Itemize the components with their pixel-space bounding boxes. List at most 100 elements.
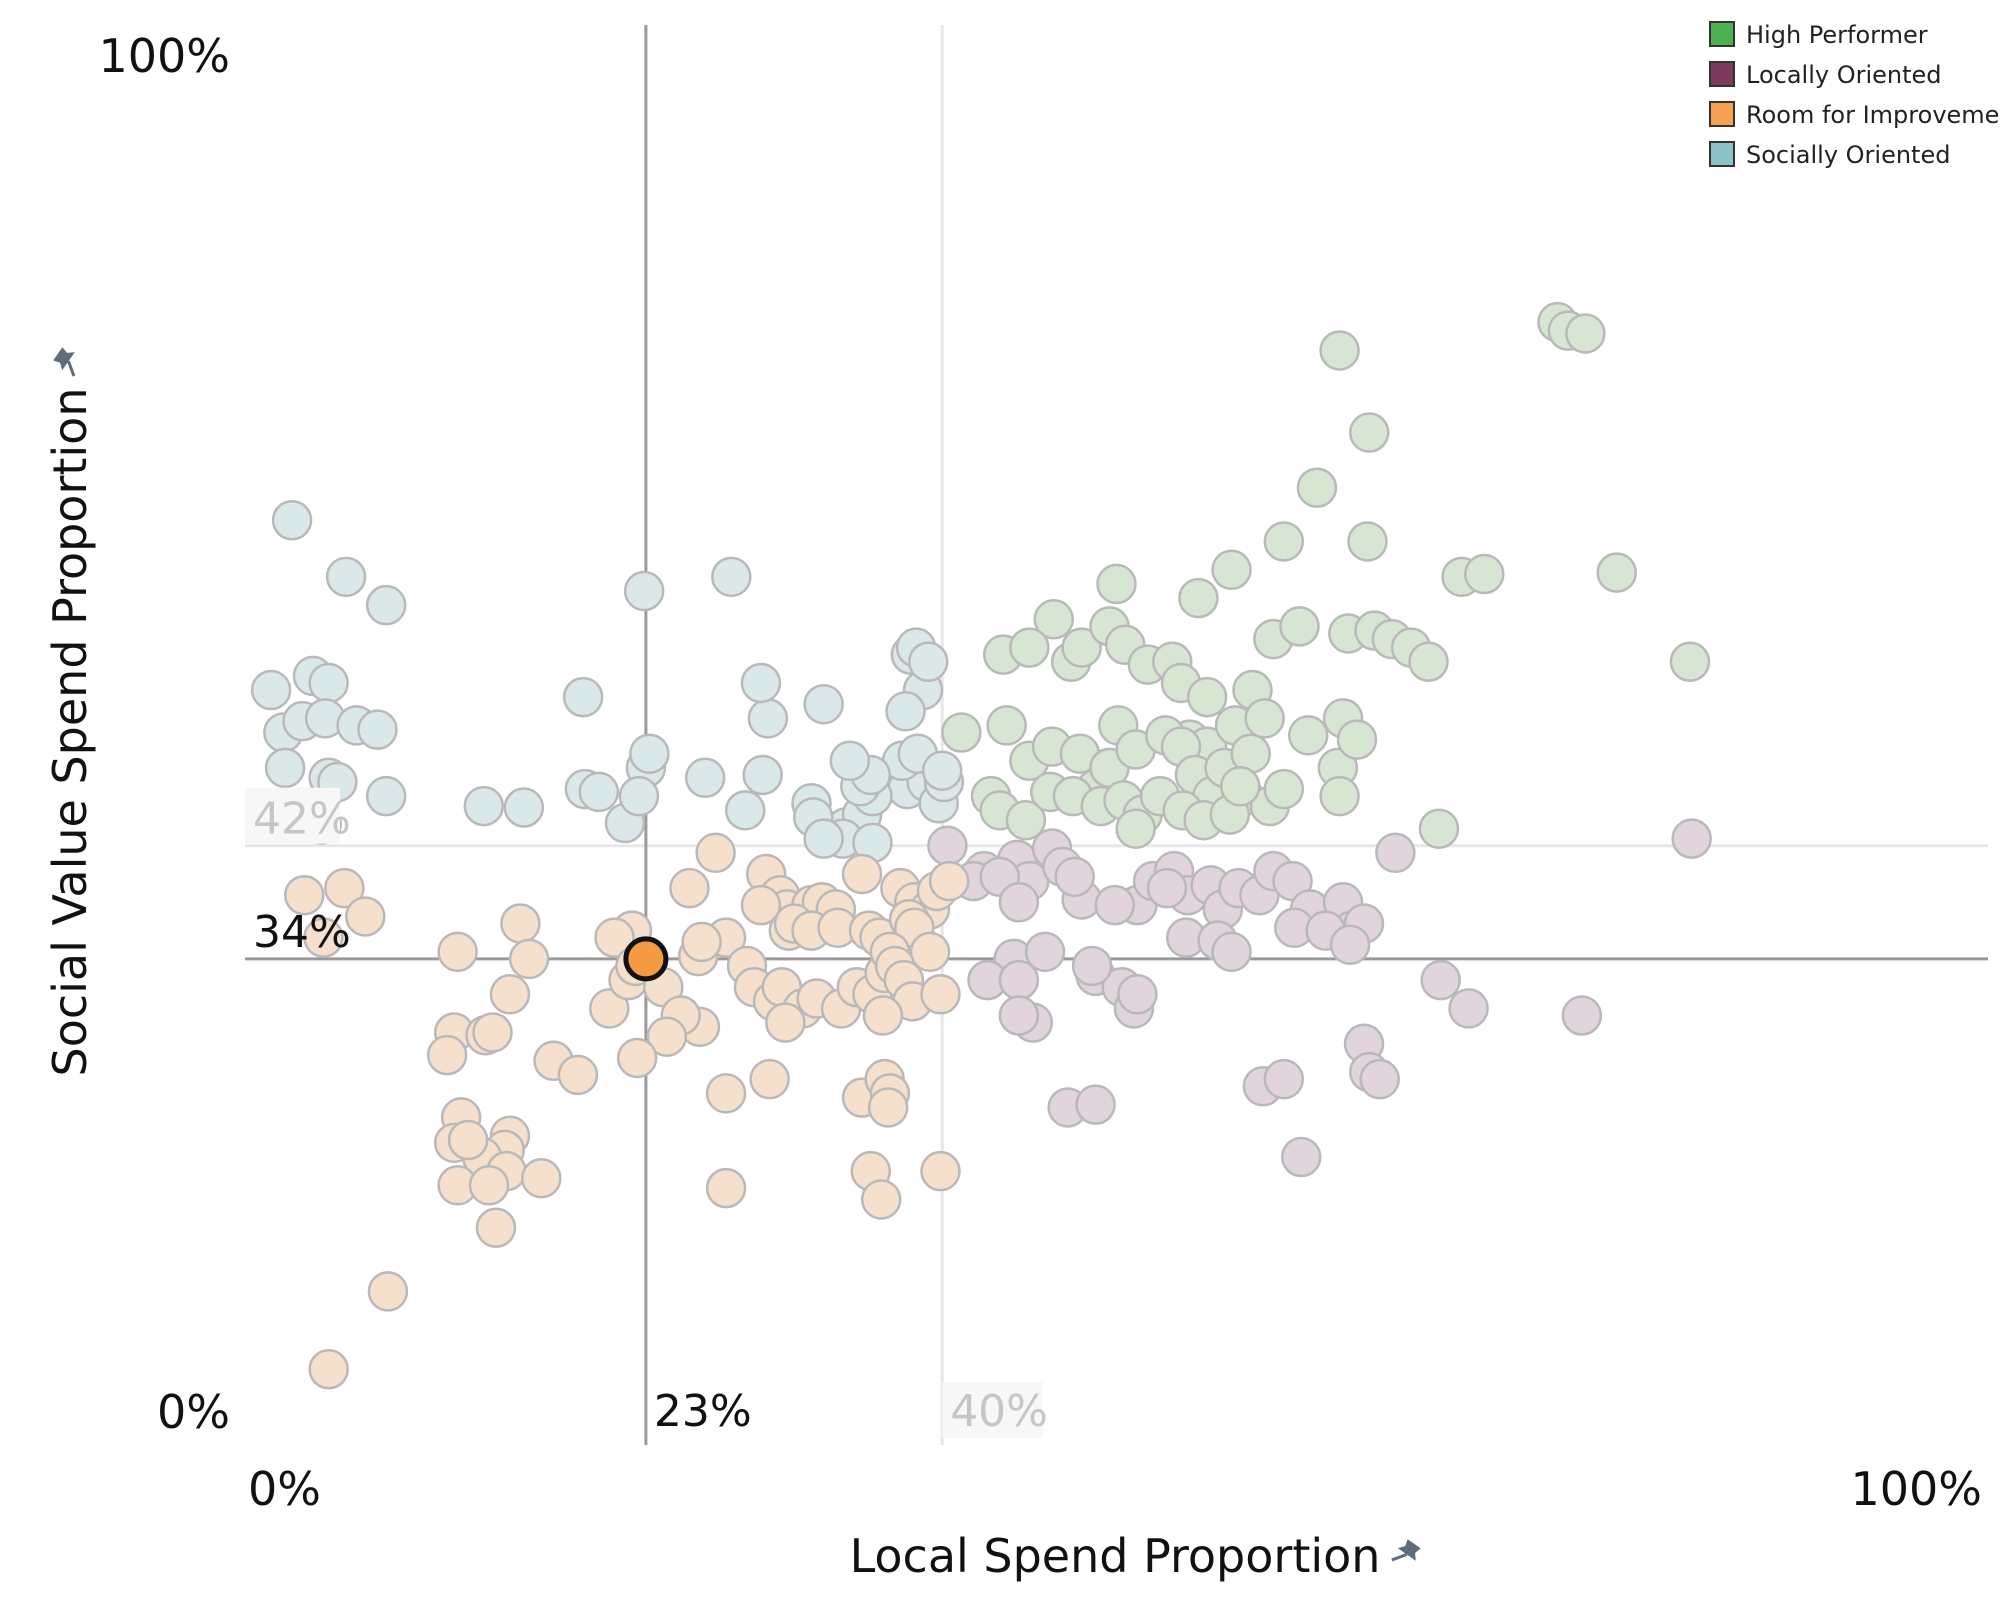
data-point[interactable]: [1146, 867, 1188, 909]
data-point[interactable]: [357, 709, 398, 750]
data-point[interactable]: [324, 867, 365, 909]
data-point[interactable]: [908, 641, 949, 682]
data-point[interactable]: [616, 1037, 658, 1079]
data-point[interactable]: [325, 556, 367, 598]
data-point[interactable]: [308, 1349, 349, 1390]
data-point[interactable]: [986, 705, 1027, 746]
data-point[interactable]: [1024, 931, 1066, 973]
data-point[interactable]: [1005, 799, 1047, 841]
data-point[interactable]: [1211, 549, 1252, 591]
data-point[interactable]: [998, 995, 1040, 1036]
data-point[interactable]: [437, 931, 478, 973]
data-point[interactable]: [921, 750, 963, 791]
data-point[interactable]: [867, 1087, 909, 1128]
data-point[interactable]: [1319, 330, 1360, 371]
data-point[interactable]: [365, 775, 407, 817]
data-point[interactable]: [740, 884, 782, 926]
data-point[interactable]: [503, 787, 545, 828]
data-point[interactable]: [489, 974, 531, 1015]
data-point[interactable]: [1596, 552, 1637, 593]
data-point[interactable]: [521, 1157, 562, 1199]
data-point[interactable]: [885, 691, 926, 732]
data-point[interactable]: [1263, 768, 1305, 810]
data-point[interactable]: [695, 832, 736, 874]
data-point[interactable]: [803, 683, 844, 725]
data-point[interactable]: [684, 757, 726, 799]
data-point[interactable]: [1178, 577, 1219, 619]
data-point[interactable]: [1296, 467, 1338, 508]
data-point[interactable]: [1279, 606, 1320, 647]
data-point[interactable]: [747, 698, 789, 739]
data-point[interactable]: [426, 1034, 468, 1076]
data-point[interactable]: [765, 1002, 806, 1043]
data-point[interactable]: [669, 867, 710, 909]
data-point[interactable]: [998, 882, 1040, 923]
data-point[interactable]: [711, 556, 752, 598]
data-point[interactable]: [1094, 884, 1136, 926]
data-point[interactable]: [841, 853, 883, 895]
data-point[interactable]: [1420, 959, 1461, 1001]
data-point[interactable]: [742, 754, 783, 796]
data-point[interactable]: [1464, 553, 1505, 595]
data-point[interactable]: [447, 1119, 489, 1161]
legend-item-room-for-improvement[interactable]: Room for Improvement: [1709, 101, 2000, 129]
data-point[interactable]: [1033, 599, 1075, 640]
data-point[interactable]: [1336, 719, 1378, 760]
data-point[interactable]: [500, 903, 541, 944]
data-point[interactable]: [345, 896, 386, 937]
data-point[interactable]: [594, 917, 635, 958]
data-point[interactable]: [589, 988, 630, 1029]
data-point[interactable]: [284, 874, 325, 916]
data-point[interactable]: [860, 1179, 902, 1220]
data-point[interactable]: [303, 917, 344, 958]
data-point[interactable]: [1220, 766, 1261, 807]
data-point[interactable]: [472, 1012, 513, 1053]
data-point[interactable]: [681, 921, 722, 963]
data-point[interactable]: [365, 584, 407, 626]
data-point[interactable]: [928, 860, 970, 902]
data-point[interactable]: [705, 1073, 747, 1114]
legend-item-high-performer[interactable]: High Performer: [1709, 21, 1928, 49]
data-point[interactable]: [1375, 832, 1416, 874]
pin-icon[interactable]: [51, 345, 85, 378]
data-point[interactable]: [562, 676, 604, 718]
data-point[interactable]: [909, 931, 951, 973]
data-point[interactable]: [1263, 521, 1305, 562]
data-point[interactable]: [1418, 808, 1460, 849]
legend-item-locally-oriented[interactable]: Locally Oriented: [1709, 61, 1942, 89]
data-point[interactable]: [623, 570, 665, 612]
data-point[interactable]: [1669, 641, 1711, 682]
data-point[interactable]: [1329, 924, 1371, 965]
data-point[interactable]: [1565, 313, 1606, 354]
data-point[interactable]: [998, 959, 1040, 1001]
data-point[interactable]: [920, 974, 961, 1015]
data-point[interactable]: [740, 662, 782, 704]
data-point[interactable]: [264, 747, 306, 789]
data-point[interactable]: [1408, 641, 1449, 682]
data-point[interactable]: [618, 775, 660, 817]
data-point[interactable]: [1009, 627, 1050, 668]
legend-item-socially-oriented[interactable]: Socially Oriented: [1709, 141, 1950, 169]
data-point[interactable]: [803, 818, 844, 859]
data-point[interactable]: [367, 1271, 409, 1312]
data-point[interactable]: [749, 1058, 790, 1100]
data-point[interactable]: [1281, 1136, 1322, 1178]
data-point[interactable]: [1347, 521, 1388, 562]
data-point[interactable]: [705, 1167, 747, 1209]
data-point[interactable]: [1561, 995, 1603, 1036]
data-point[interactable]: [271, 500, 313, 541]
data-point[interactable]: [920, 1150, 961, 1192]
data-point[interactable]: [1671, 818, 1712, 859]
data-point[interactable]: [1117, 974, 1158, 1015]
data-point[interactable]: [629, 733, 670, 774]
data-point[interactable]: [1075, 1084, 1116, 1125]
data-point[interactable]: [1244, 698, 1285, 739]
data-point[interactable]: [250, 669, 292, 711]
data-point[interactable]: [1448, 988, 1489, 1029]
data-point[interactable]: [308, 662, 349, 704]
data-point[interactable]: [1287, 715, 1329, 756]
data-point[interactable]: [646, 1016, 688, 1057]
data-point[interactable]: [1359, 1058, 1400, 1100]
highlighted-point[interactable]: [623, 936, 669, 982]
data-point[interactable]: [1263, 1058, 1305, 1100]
